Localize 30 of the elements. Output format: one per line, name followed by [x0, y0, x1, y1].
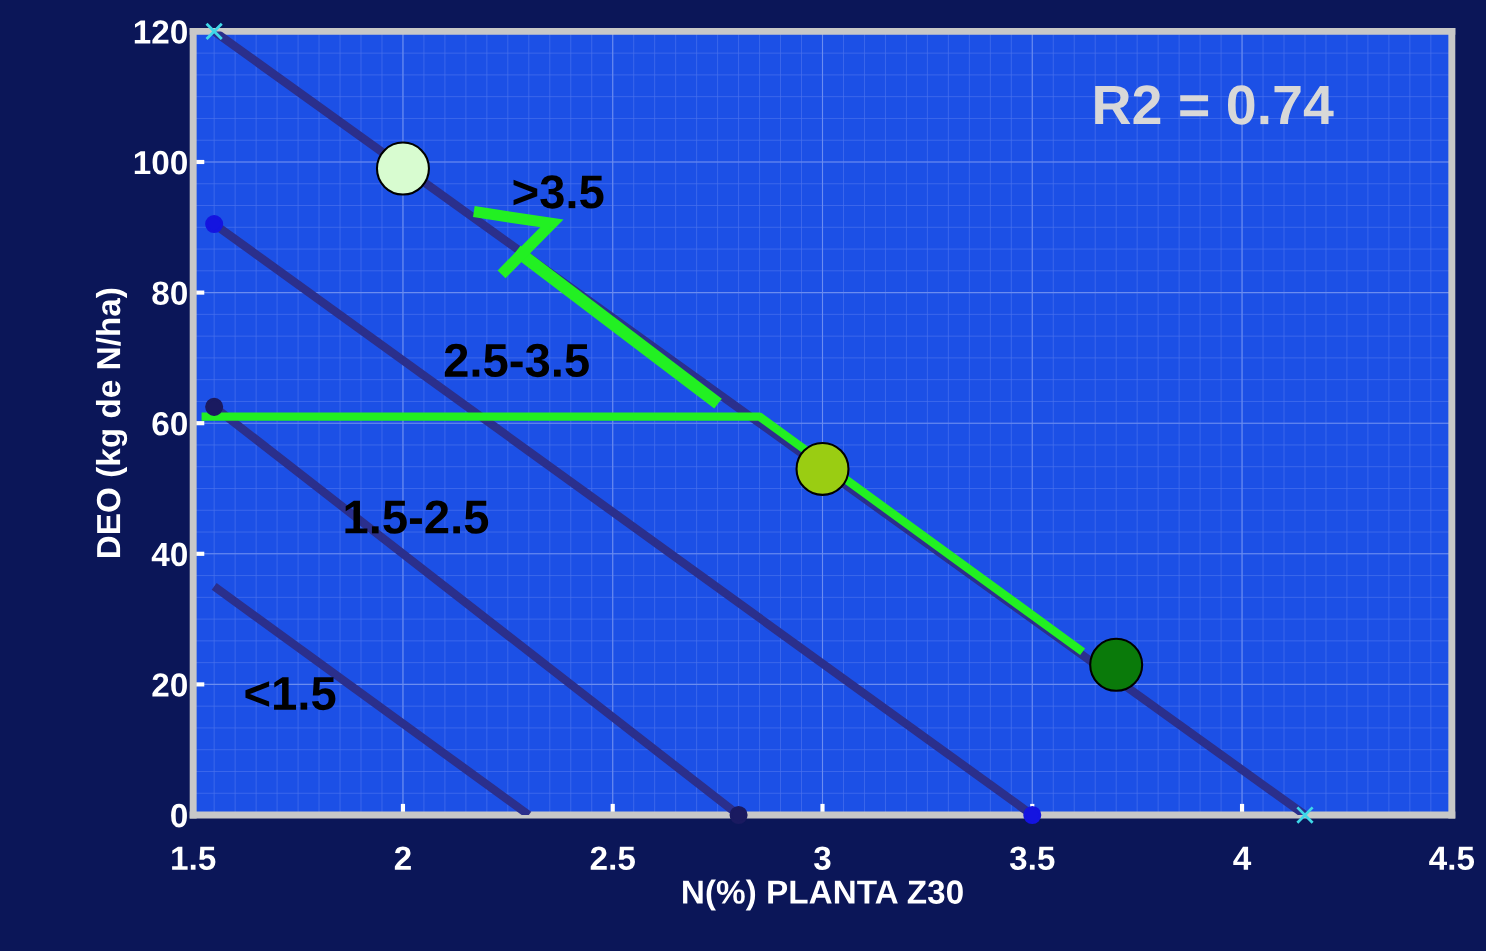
- annotation: >3.5: [513, 175, 604, 209]
- x-tick-label: 4.5: [1429, 846, 1475, 871]
- point: [729, 805, 748, 825]
- x-tick-label: 3.5: [1009, 846, 1055, 871]
- x-tick-label: 1.5: [172, 846, 216, 871]
- x-tick-label: 3: [814, 846, 831, 871]
- annotation: <1.5: [245, 677, 336, 711]
- x-tick-label: 2.5: [590, 846, 635, 871]
- y-tick-label: 100: [134, 150, 187, 175]
- y-tick-label: 120: [134, 20, 187, 44]
- annotation: R2 = 0.74: [1095, 85, 1334, 125]
- point: [795, 441, 850, 496]
- y-tick-label: 60: [152, 412, 187, 436]
- y-axis-title: DEO (kg de N/ha): [95, 288, 128, 558]
- annotation: 1.5-2.5: [345, 500, 489, 534]
- y-tick-label: 40: [151, 542, 187, 567]
- point: [205, 214, 224, 234]
- point: [1295, 805, 1315, 825]
- x-tick-label: 4: [1233, 846, 1252, 870]
- x-axis-title: N(%) PLANTA Z30: [683, 879, 963, 911]
- y-tick-label: 80: [152, 281, 187, 305]
- point: [1089, 637, 1144, 692]
- annotation: 2.5-3.5: [444, 343, 589, 378]
- y-tick-label: 0: [171, 803, 187, 828]
- point: [205, 22, 224, 41]
- point: [205, 397, 224, 416]
- point: [375, 141, 430, 196]
- x-tick-label: 2: [394, 846, 411, 870]
- point: [1023, 805, 1042, 825]
- y-tick-label: 20: [152, 673, 187, 697]
